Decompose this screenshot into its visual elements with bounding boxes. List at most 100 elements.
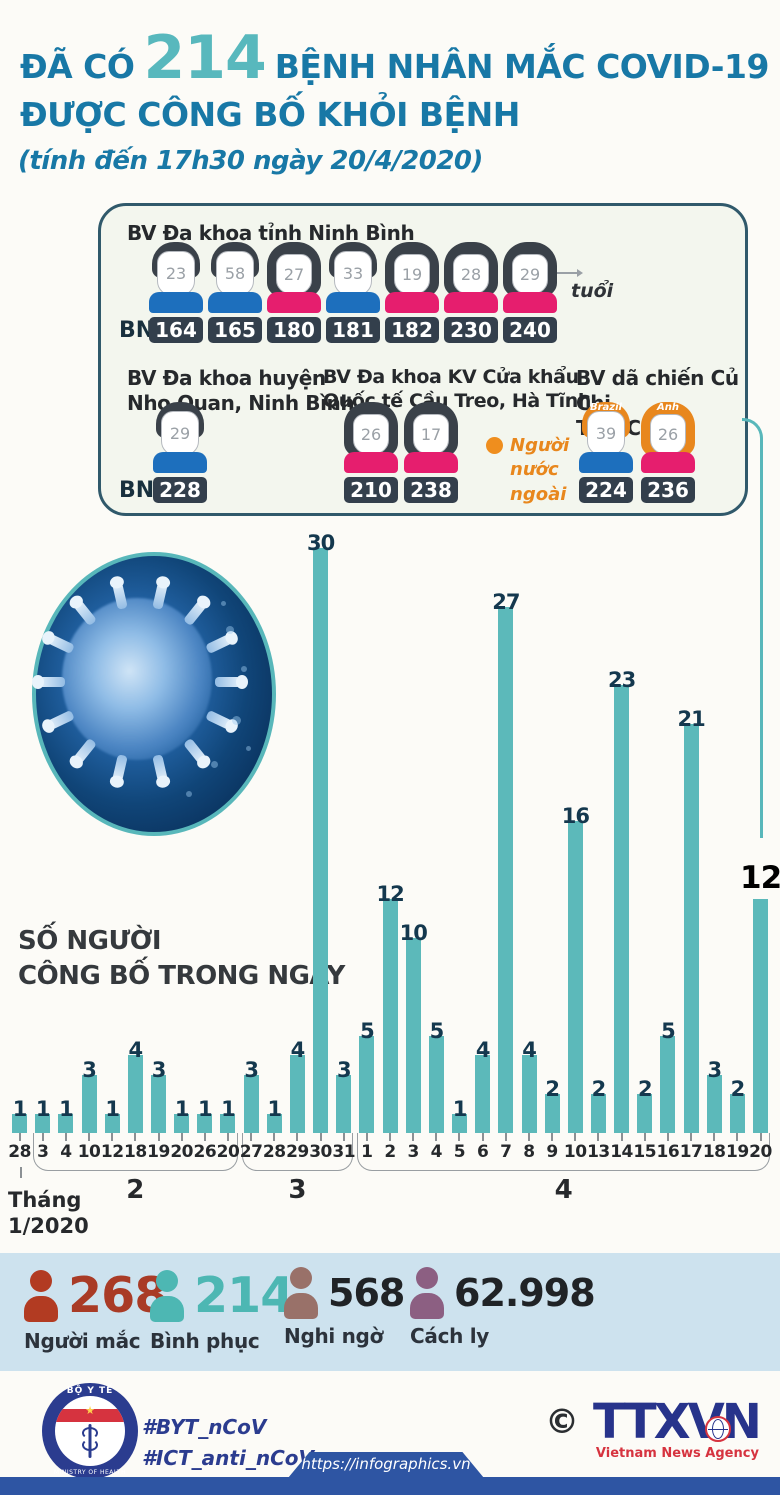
bar-value-label: 1 — [59, 1096, 74, 1121]
chart-column: 21 — [678, 707, 706, 1133]
bar — [382, 899, 398, 1133]
patient-avatar: 27 180 — [267, 242, 321, 343]
date-label: 19 — [726, 1142, 749, 1162]
panel-to-bar-connector-line — [742, 418, 763, 838]
bar — [174, 1113, 190, 1133]
avatar-head: 19 — [385, 242, 439, 296]
month-pointer-line — [19, 1167, 22, 1178]
axis-tick — [203, 1133, 206, 1141]
axis-date-cell: 16 — [656, 1133, 680, 1167]
coronavirus-illustration — [32, 552, 276, 836]
date-label: 2 — [384, 1142, 396, 1162]
infographics-url-link[interactable]: https://infographics.vn — [288, 1452, 484, 1478]
chart-column: 3 — [332, 1057, 355, 1133]
bar — [243, 1074, 259, 1133]
axis-date-cell: 3 — [31, 1133, 54, 1167]
axis-date-cell: 8 — [517, 1133, 540, 1167]
ttxvn-wordmark: TTXVN Vietnam News Agency — [593, 1398, 762, 1461]
chart-column: 1 — [8, 1097, 31, 1133]
bar — [567, 821, 583, 1133]
bar — [220, 1113, 236, 1133]
bar — [405, 938, 421, 1133]
bar-value-label: 5 — [429, 1018, 445, 1043]
avatar-face: 33 — [334, 251, 372, 296]
bar — [753, 899, 769, 1133]
bar-value-label: 16 — [561, 804, 590, 828]
axis-tick — [690, 1133, 693, 1141]
hashtag-byt: #BYT_nCoV — [142, 1415, 267, 1439]
hospital-name-ninh-binh: BV Đa khoa tỉnh Ninh Bình — [127, 221, 415, 245]
chart-column: 2 — [587, 1077, 610, 1133]
axis-tick — [435, 1133, 438, 1141]
axis-tick — [64, 1133, 67, 1141]
news-agency-logo: © TTXVN Vietnam News Agency — [545, 1398, 762, 1461]
bar — [151, 1074, 167, 1133]
date-label: 20 — [749, 1142, 772, 1162]
axis-tick — [41, 1133, 44, 1141]
axis-tick — [273, 1133, 276, 1141]
patient-avatar: 23 164 — [149, 242, 203, 343]
chart-column: 12 — [376, 882, 405, 1133]
stat-item: 268 Người mắc — [24, 1267, 168, 1353]
age-pointer-arrow-icon — [577, 269, 583, 277]
bar-value-label: 23 — [608, 667, 636, 692]
chart-column: 4 — [471, 1038, 494, 1133]
axis-tick — [574, 1133, 577, 1141]
stat-item: 214 Bình phục — [150, 1267, 294, 1353]
bn-number-plate: 210 — [344, 477, 398, 503]
moh-flag-band — [55, 1409, 125, 1422]
axis-tick — [713, 1133, 716, 1141]
chart-title: SỐ NGƯỜI CÔNG BỐ TRONG NGÀY — [18, 926, 345, 992]
chart-column: 3 — [147, 1057, 170, 1133]
axis-tick — [157, 1133, 160, 1141]
avatar-face: 39 — [587, 411, 625, 456]
bn-number-plate: 230 — [444, 317, 498, 343]
date-label: 18 — [124, 1142, 147, 1162]
date-label: 3 — [37, 1142, 49, 1162]
bn-number-plate: 181 — [326, 317, 380, 343]
date-label: 1 — [361, 1142, 373, 1162]
bar — [498, 606, 514, 1133]
bar — [359, 1035, 375, 1133]
hashtag-ict: #ICT_anti_nCoV — [142, 1446, 314, 1470]
foreigner-dot-icon — [486, 437, 503, 454]
avatar-shirt — [208, 292, 262, 313]
bar-value-label: 1 — [105, 1096, 120, 1121]
axis-tick — [620, 1133, 623, 1141]
axis-month-group: 3 4 10 12 18 19 20 26 20 2 — [31, 1133, 240, 1233]
date-label: 8 — [523, 1142, 535, 1162]
axis-date-cell: 20 — [749, 1133, 772, 1167]
ministry-of-health-logo: BỘ Y TẾ MINISTRY OF HEALTH ★ — [42, 1383, 138, 1479]
bar-value-label: 4 — [475, 1038, 491, 1062]
patient-avatar: Brazil 39 224 — [579, 402, 633, 503]
axis-date-cell: 6 — [471, 1133, 494, 1167]
bar-value-label: 1 — [198, 1096, 213, 1121]
chart-column: 2 — [633, 1077, 656, 1133]
bar-value-label: 4 — [522, 1038, 537, 1062]
avatar-head: 28 — [444, 242, 498, 296]
chart-column: 5 — [656, 1019, 679, 1133]
axis-date-cell: 31 — [332, 1133, 356, 1167]
axis-date-cell: 30 — [309, 1133, 332, 1167]
axis-month-group: 1 2 3 4 5 6 7 8 9 10 13 14 15 16 17 18 19 20 4 — [355, 1133, 772, 1233]
bar — [660, 1035, 676, 1133]
avatar-shirt — [344, 452, 398, 473]
stat-label: Bình phục — [150, 1329, 260, 1353]
bar-value-label: 3 — [336, 1057, 352, 1082]
bar-value-label: 3 — [151, 1057, 167, 1082]
bar-value-label: 1 — [174, 1096, 190, 1121]
bar — [544, 1094, 560, 1133]
chart-column: 23 — [608, 667, 636, 1133]
virus-speckle — [221, 601, 226, 606]
date-label: 10 — [77, 1142, 101, 1162]
virus-speckle — [226, 626, 234, 634]
date-label: 4 — [430, 1142, 443, 1162]
bar-value-label: 10 — [399, 921, 428, 945]
page-title-line2: ĐƯỢC CÔNG BỐ KHỎI BỆNH — [20, 95, 520, 134]
bar-value-label: 3 — [707, 1057, 722, 1082]
patients-panel: BV Đa khoa tỉnh Ninh Bình BN 23 164 58 165 2… — [98, 203, 748, 516]
axis-date-cell: 5 — [448, 1133, 471, 1167]
stat-row: 62.998 — [410, 1267, 596, 1319]
bar-value-label: 1 — [267, 1096, 282, 1121]
moh-logo-top-text: BỘ Y TẾ — [66, 1386, 114, 1396]
